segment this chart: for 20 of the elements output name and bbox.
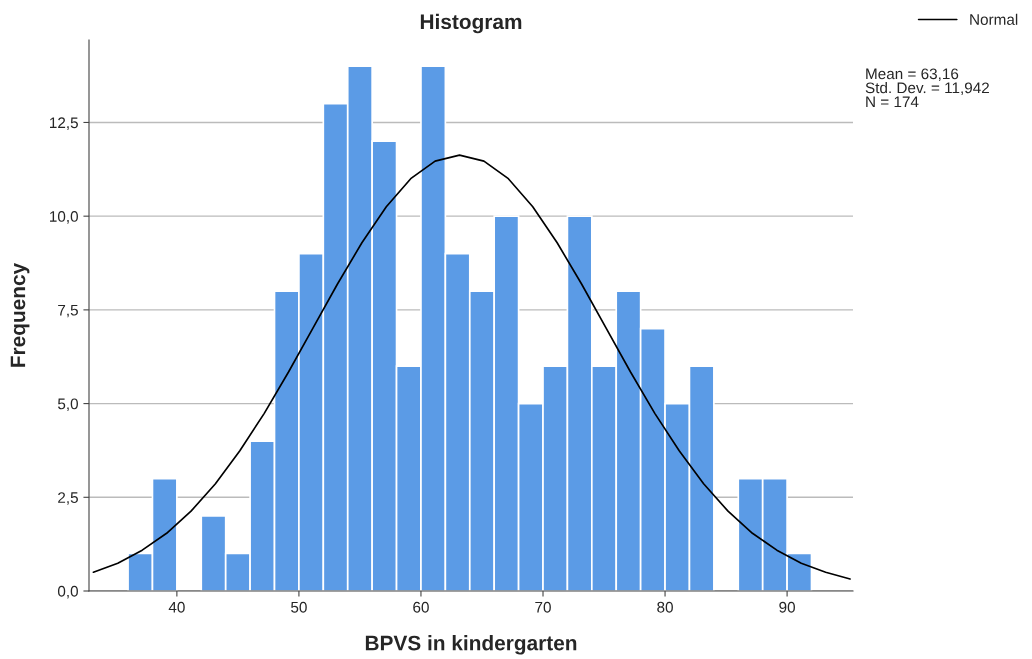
x-axis-title: BPVS in kindergarten [365,635,577,655]
y-axis-title: Frequency [10,262,30,367]
x-tick-label: 90 [779,601,795,613]
y-tick-label: 10,0 [50,211,78,224]
text: Std. Dev. = 11,942 [865,82,989,96]
x-tick-label: 80 [657,601,673,613]
x-tick-label: 50 [291,601,307,613]
text: Mean = 63,16 [866,68,959,82]
y-tick-label: 7,5 [58,304,78,318]
y-tick-label: 2,5 [58,492,78,505]
x-tick-label: 40 [168,601,185,613]
y-tick-label: 12,5 [50,117,78,130]
y-tick-label: 0,0 [57,585,78,599]
y-tick-label: 5,0 [57,398,78,412]
x-tick-label: 70 [535,601,551,613]
text: N = 174 [866,96,919,108]
legend-label: Normal [970,13,1018,25]
chart-title: Histogram [420,13,522,34]
line-series [92,154,851,580]
x-tick-label: 60 [413,601,429,613]
